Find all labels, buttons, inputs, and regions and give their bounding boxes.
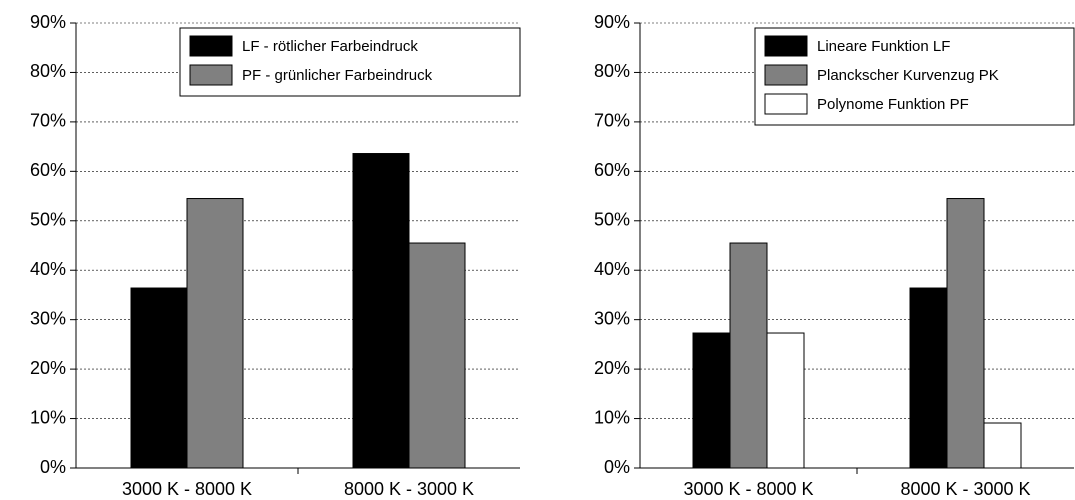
x-tick-label: 3000 K - 8000 K <box>683 479 813 499</box>
y-tick-label: 0% <box>40 457 66 477</box>
y-tick-label: 0% <box>604 457 630 477</box>
y-tick-label: 20% <box>30 358 66 378</box>
y-tick-label: 90% <box>594 12 630 32</box>
y-tick-label: 30% <box>594 308 630 328</box>
x-tick-label: 3000 K - 8000 K <box>122 479 252 499</box>
bar <box>909 287 948 469</box>
y-tick-label: 70% <box>594 111 630 131</box>
legend-swatch <box>189 35 233 57</box>
x-tick-label: 8000 K - 3000 K <box>344 479 474 499</box>
bar <box>130 287 188 469</box>
y-tick-label: 60% <box>594 160 630 180</box>
bar <box>186 198 244 469</box>
y-tick-label: 40% <box>594 259 630 279</box>
y-tick-label: 10% <box>30 407 66 427</box>
legend-swatch <box>764 93 808 115</box>
legend-box <box>179 27 521 97</box>
bar <box>729 242 768 469</box>
legend-label: Lineare Funktion LF <box>817 38 950 55</box>
y-tick-label: 60% <box>30 160 66 180</box>
y-tick-label: 20% <box>594 358 630 378</box>
bar <box>408 242 466 469</box>
legend-label: PF - grünlicher Farbeindruck <box>242 67 433 84</box>
y-tick-label: 10% <box>594 407 630 427</box>
legend-swatch <box>764 64 808 86</box>
bar <box>352 153 410 469</box>
legend-label: LF - rötlicher Farbeindruck <box>242 38 418 55</box>
y-tick-label: 30% <box>30 308 66 328</box>
bar <box>946 198 985 469</box>
y-tick-label: 90% <box>30 12 66 32</box>
bar <box>692 332 731 469</box>
legend-swatch <box>764 35 808 57</box>
y-tick-label: 80% <box>30 61 66 81</box>
y-tick-label: 80% <box>594 61 630 81</box>
y-tick-label: 70% <box>30 111 66 131</box>
y-tick-label: 50% <box>30 210 66 230</box>
y-tick-label: 50% <box>594 210 630 230</box>
y-tick-label: 40% <box>30 259 66 279</box>
legend-swatch <box>189 64 233 86</box>
legend-label: Planckscher Kurvenzug PK <box>817 67 999 84</box>
bar <box>983 422 1022 469</box>
legend-box <box>754 27 1075 126</box>
bar <box>766 332 805 469</box>
legend-label: Polynome Funktion PF <box>817 96 969 113</box>
x-tick-label: 8000 K - 3000 K <box>900 479 1030 499</box>
